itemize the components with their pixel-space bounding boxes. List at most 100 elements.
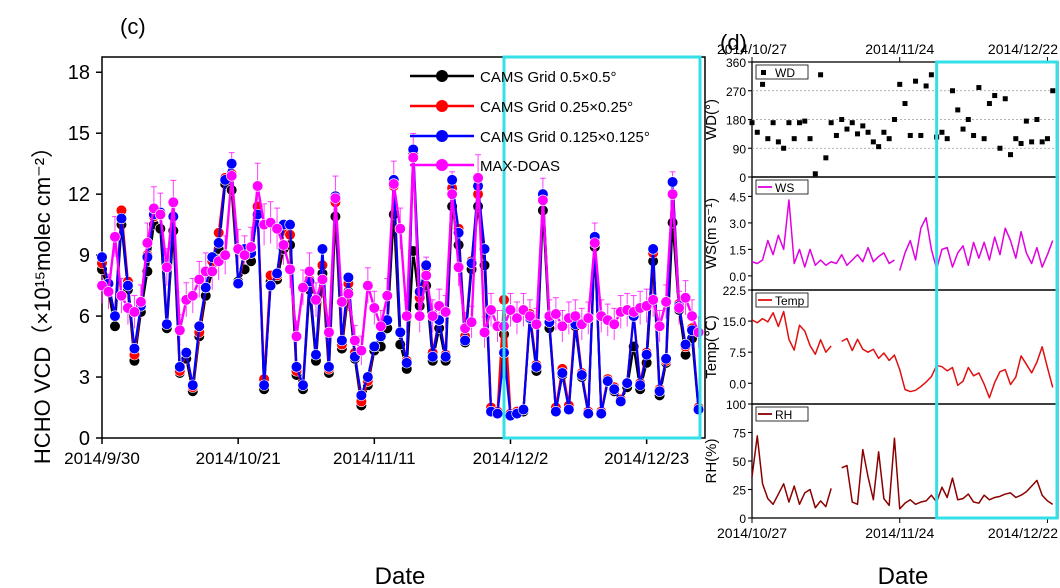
data-point [870,139,876,145]
data-point [232,277,244,290]
data-point [368,340,380,353]
y-tick-label: 75 [733,427,747,441]
data-point [1034,117,1040,122]
data-point [336,296,348,308]
data-point [316,273,329,286]
data-point [524,310,536,322]
data-point [907,132,913,138]
data-point [997,145,1003,151]
data-point [833,132,839,138]
panel-c-plot-area: 0 3 6 9 12 15 18 2014/9/30 2014/10/21 2014/11/11 2… [64,55,705,468]
data-point [245,241,257,253]
data-point [1002,96,1008,102]
data-point [213,237,225,249]
data-point [239,249,251,261]
legend-marker [436,159,448,171]
data-point [167,196,179,208]
data-point [453,261,465,273]
x-tick-label-bottom: 2014/12/22 [988,525,1058,541]
data-point [673,302,685,314]
y-tick-label: 0.0 [729,377,746,391]
data-point [427,310,439,322]
data-point [812,171,818,177]
data-point [446,174,458,186]
data-point [582,312,594,324]
data-point [465,316,478,328]
data-point [949,88,955,94]
data-point [765,136,771,142]
data-point [537,194,549,206]
x-tick-label-top: 2014/10/27 [717,41,787,57]
data-point [634,379,646,391]
data-point [141,237,153,249]
y-tick-label: 100 [726,398,746,412]
data-point [115,212,128,225]
series-line [841,337,1054,399]
data-point [928,72,934,78]
data-point [440,351,452,363]
data-point [174,361,186,373]
series-line [751,435,832,509]
data-point [459,334,471,347]
y-tick-label: 360 [726,56,746,70]
data-point [128,306,141,318]
data-point [576,369,588,381]
subplot-legend-box [755,406,809,422]
data-point [660,296,672,308]
data-point [180,347,192,359]
data-point [420,259,432,271]
data-point [530,318,543,330]
data-point [355,345,367,357]
data-point [226,158,238,170]
data-point [679,338,692,351]
data-point [161,318,173,330]
data-point [608,383,620,395]
data-point [855,131,861,137]
data-point [375,330,387,343]
data-point [258,379,270,391]
data-point [174,324,186,336]
legend-marker [436,70,448,82]
data-point [647,294,659,306]
panel-c-label: (c) [120,14,146,39]
subplot-legend-label: WS [775,181,794,195]
data-point [582,408,594,420]
data-point [478,326,491,338]
series-line [899,216,1054,271]
legend-marker [761,70,766,75]
legend-label: CAMS Grid 0.5×0.5° [480,69,616,86]
highlight-box [502,55,702,440]
data-point [775,139,781,145]
data-point [401,357,413,369]
legend-marker [436,100,448,112]
data-point [844,126,850,132]
y-tick-label: 4.5 [729,190,746,204]
data-point [660,353,672,365]
data-point [440,306,452,318]
subplot-ylabel: WD(°) [703,99,720,140]
legend-label: CAMS Grid 0.25×0.25° [480,99,633,116]
data-point [1018,140,1024,146]
data-point [109,320,121,332]
data-point [310,349,322,361]
data-point [115,290,128,302]
data-point [290,330,303,343]
y-tick-label: 9 [79,245,90,267]
data-point [427,351,439,363]
data-point [986,101,992,107]
subplot-legend-box [755,179,809,195]
data-point [187,290,199,302]
y-tick-label: 12 [68,184,90,206]
data-point [102,286,115,298]
data-point [666,217,679,229]
data-point [491,408,504,420]
y-tick-label: 50 [733,455,747,469]
x-tick-label-bottom: 2014/11/24 [865,525,934,541]
data-point [913,78,919,84]
panel-c-ylabel: HCHO VCD（×10¹⁵molec cm⁻²） [30,136,55,464]
y-tick-label: 0.0 [729,270,746,284]
data-point [407,151,419,164]
subplot-legend-box [755,292,809,308]
data-point [316,243,329,255]
data-point [981,136,987,142]
